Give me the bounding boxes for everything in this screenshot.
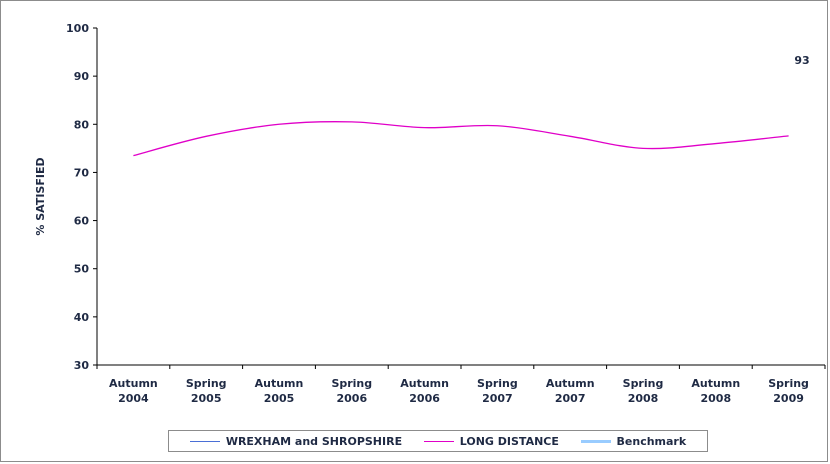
x-tick-label: 2006 xyxy=(409,392,440,405)
legend-item: LONG DISTANCE xyxy=(423,434,559,448)
x-tick-label: Autumn xyxy=(691,377,740,390)
x-tick-label: Autumn xyxy=(109,377,158,390)
y-tick-label: 70 xyxy=(74,166,90,179)
legend-swatch xyxy=(580,439,611,443)
x-tick-label: 2006 xyxy=(336,392,367,405)
x-tick-label: Autumn xyxy=(255,377,304,390)
x-tick-label: 2005 xyxy=(191,392,222,405)
x-tick-label: 2008 xyxy=(700,392,731,405)
series-line xyxy=(133,121,789,157)
legend: WREXHAM and SHROPSHIRE LONG DISTANCE Bench… xyxy=(168,430,708,452)
y-axis-title: % SATISFIED xyxy=(34,157,47,235)
x-tick-label: Autumn xyxy=(400,377,449,390)
x-tick-label: Autumn xyxy=(546,377,595,390)
x-tick-label: 2007 xyxy=(482,392,513,405)
y-tick-label: 100 xyxy=(66,22,89,35)
legend-label: LONG DISTANCE xyxy=(459,434,559,448)
legend-label: Benchmark xyxy=(616,434,687,448)
legend-item: Benchmark xyxy=(580,434,687,448)
legend-item: WREXHAM and SHROPSHIRE xyxy=(189,434,403,448)
line-chart: 30 40 50 60 70 80 90 100 Autumn 2004 Spring 2005 Aut… xyxy=(34,22,826,405)
x-tick-label: Spring xyxy=(768,377,809,390)
legend-swatch xyxy=(189,440,220,442)
y-tick-label: 40 xyxy=(74,311,90,324)
x-tick-label: 2009 xyxy=(773,392,804,405)
annotation-label: 93 xyxy=(794,54,809,67)
y-tick-label: 60 xyxy=(74,215,90,228)
x-tick-label: Spring xyxy=(186,377,227,390)
y-tick-label: 30 xyxy=(74,359,90,372)
y-tick-label: 80 xyxy=(74,118,90,131)
x-tick-label: 2005 xyxy=(264,392,295,405)
y-tick-label: 90 xyxy=(74,70,90,83)
x-tick-label: 2007 xyxy=(555,392,586,405)
x-tick-label: Spring xyxy=(331,377,372,390)
x-tick-label: 2008 xyxy=(628,392,659,405)
x-tick-label: 2004 xyxy=(118,392,149,405)
legend-label: WREXHAM and SHROPSHIRE xyxy=(225,434,403,448)
x-tick-label: Spring xyxy=(477,377,518,390)
y-tick-label: 50 xyxy=(74,263,90,276)
legend-swatch xyxy=(423,440,454,442)
x-tick-label: Spring xyxy=(623,377,664,390)
